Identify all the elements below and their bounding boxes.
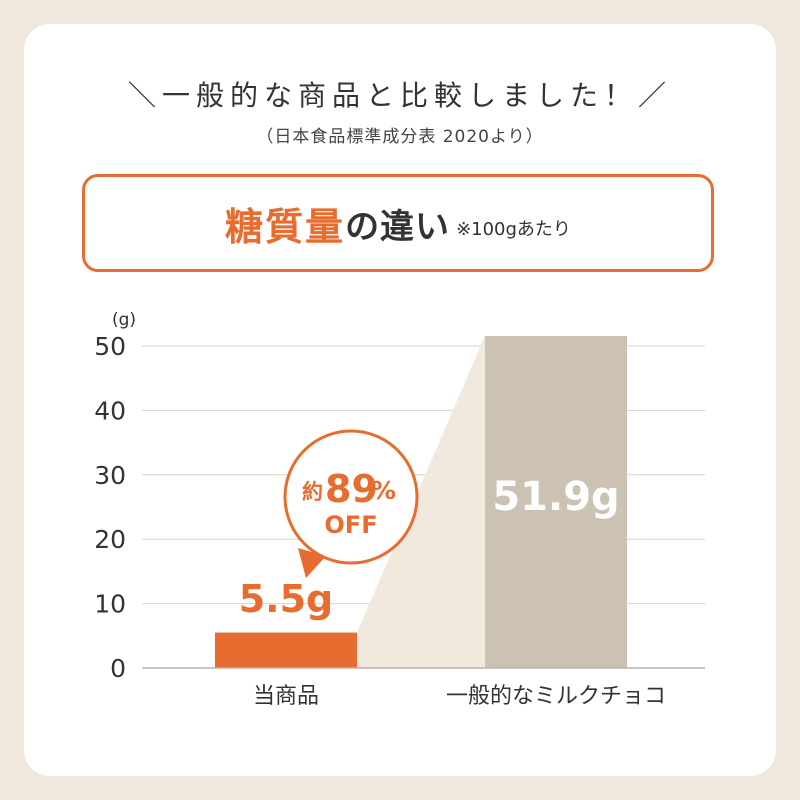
badge-unit: % — [371, 476, 396, 505]
source-note: （日本食品標準成分表 2020より） — [256, 127, 544, 147]
y-tick-label: 50 — [94, 332, 126, 361]
badge-circle — [283, 429, 419, 565]
y-tick-label: 10 — [94, 590, 126, 619]
data-label-milk-chocolate: 51.9g — [492, 474, 619, 520]
y-tick-label: 20 — [94, 525, 126, 554]
title-main: の違い — [345, 206, 451, 247]
bar-this-product — [215, 632, 357, 668]
y-tick-label: 30 — [94, 461, 126, 490]
x-category-label: 一般的なミルクチョコ — [446, 684, 666, 709]
x-category-label: 当商品 — [253, 684, 319, 709]
badge-prefix: 約 — [302, 480, 323, 504]
y-tick-label: 0 — [110, 654, 126, 683]
bar-milk-chocolate — [485, 336, 627, 668]
badge-value: 89 — [325, 467, 378, 511]
data-label-this-product: 5.5g — [239, 577, 334, 621]
y-tick-label: 40 — [94, 396, 126, 425]
chart-title-box: 糖質量 の違い ※100gあたり — [82, 174, 714, 272]
title-accent: 糖質量 — [225, 204, 346, 249]
badge-suffix: OFF — [324, 511, 377, 539]
title-note: ※100gあたり — [456, 219, 571, 240]
y-axis-unit-label: (g) — [112, 310, 136, 330]
headline: ＼一般的な商品と比較しました！／ — [127, 79, 672, 112]
comparison-wedge — [357, 336, 485, 668]
